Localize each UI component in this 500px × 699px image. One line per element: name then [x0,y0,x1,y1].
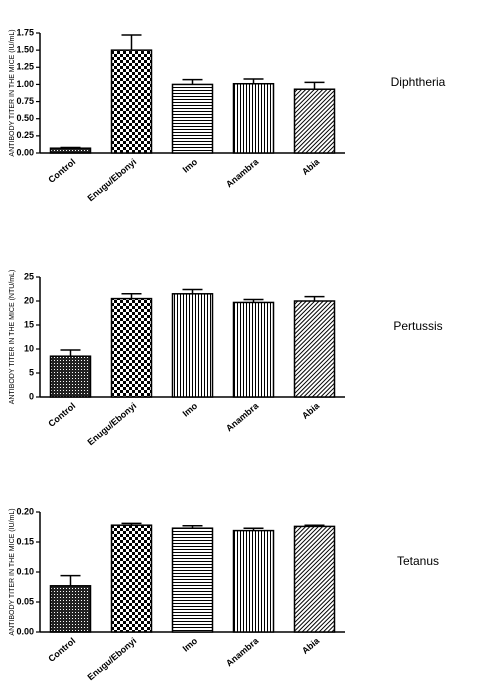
x-tick-label: Control [46,401,77,429]
bar [49,355,92,398]
x-tick-label: Imo [181,156,200,174]
y-tick-label: 0.50 [16,113,34,123]
x-tick-label: Enugu/Ebonyi [86,636,139,683]
bar [49,147,92,154]
x-tick-label: Enugu/Ebonyi [86,401,139,448]
x-tick-label: Abia [300,156,322,177]
x-tick-label: Anambra [224,400,261,433]
y-tick-label: 1.50 [16,45,34,55]
bar [110,297,153,398]
y-tick-label: 0.75 [16,96,34,106]
bar [171,293,214,398]
y-tick-label: 1.25 [16,62,34,72]
y-tick-label: 10 [24,343,34,353]
y-tick-label: 25 [24,271,34,281]
x-tick-label: Control [46,636,77,664]
x-tick-label: Control [46,157,77,185]
bar [232,301,275,398]
y-axis-label: ANTIBODY TITER IN THE MICE (NTU/mL) [9,270,16,405]
y-tick-label: 0.05 [16,596,34,606]
chart-title: Pertussis [393,319,442,333]
x-tick-label: Imo [181,400,200,418]
y-axis-label: ANTIBODY TITER IN THE MICE (IU/mL) [9,508,16,635]
y-tick-label: 0.00 [16,147,34,157]
bar [293,300,336,398]
y-tick-label: 1.75 [16,27,34,37]
x-tick-label: Anambra [224,156,261,189]
x-tick-label: Abia [300,635,322,656]
y-tick-label: 20 [24,295,34,305]
bar [171,83,214,154]
x-tick-label: Abia [300,400,322,421]
x-tick-label: Imo [181,635,200,653]
y-tick-label: 0 [29,391,34,401]
bar [49,585,92,633]
y-tick-label: 0.25 [16,130,34,140]
y-tick-label: 5 [29,367,34,377]
y-tick-label: 15 [24,319,34,329]
chart-title: Tetanus [397,554,439,568]
y-tick-label: 0.20 [16,506,34,516]
bar [171,527,214,633]
y-tick-label: 1.00 [16,79,34,89]
y-axis-label: ANTIBODY TITER IN THE MICE (IU/mL) [9,29,16,156]
chart-title: Diphtheria [391,75,446,89]
bar [293,525,336,633]
bar [110,524,153,633]
x-tick-label: Anambra [224,635,261,668]
bar [293,88,336,154]
y-tick-label: 0.10 [16,566,34,576]
bar [232,529,275,633]
y-tick-label: 0.15 [16,536,34,546]
bar [110,49,153,154]
bar [232,82,275,154]
y-tick-label: 0.00 [16,626,34,636]
x-tick-label: Enugu/Ebonyi [86,157,139,204]
